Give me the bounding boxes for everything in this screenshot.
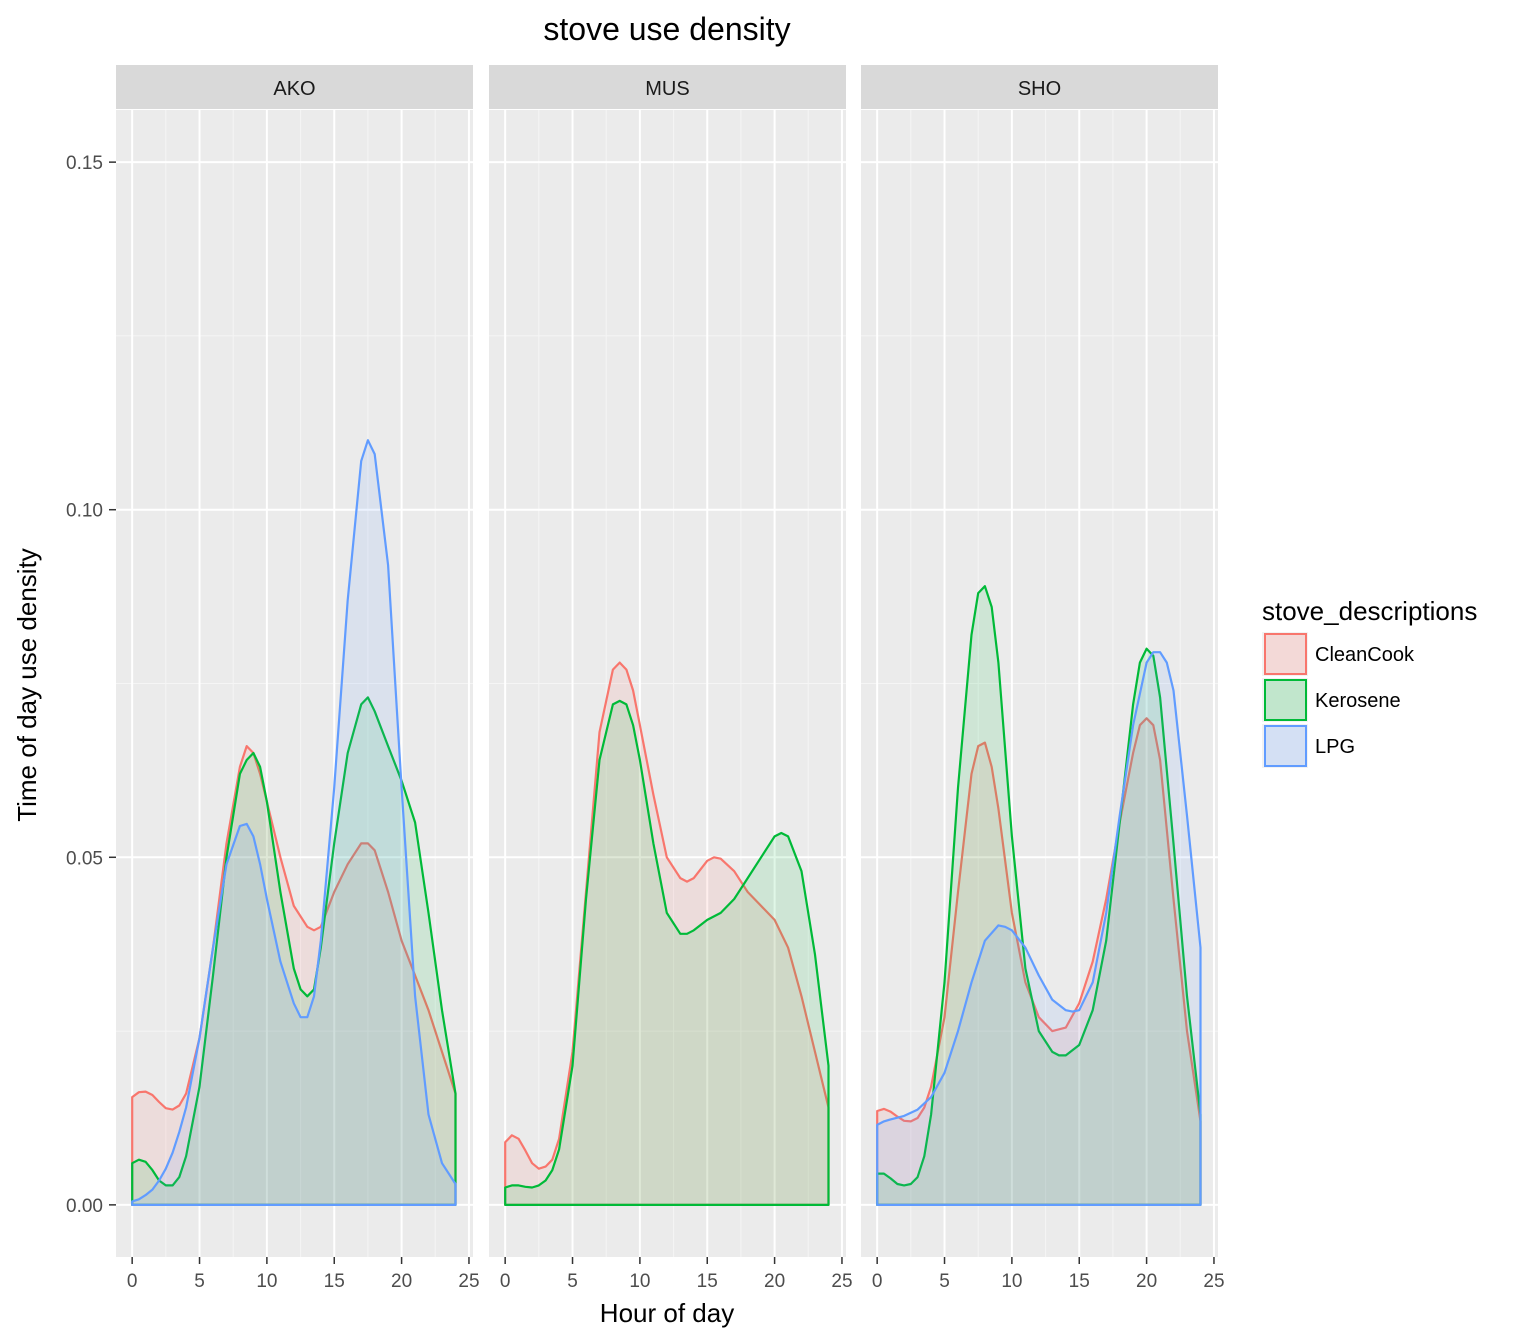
legend-key-background	[1262, 678, 1308, 722]
facet-strip	[489, 65, 846, 109]
legend-key-swatch	[1264, 679, 1307, 721]
x-tick-label: 5	[194, 1271, 205, 1292]
density-area-lpg	[131, 439, 457, 1206]
y-axis-title: Time of day use density	[12, 548, 42, 822]
x-tick-label: 0	[127, 1271, 138, 1292]
y-tick-label: 0.15	[66, 153, 103, 174]
density-area-cleancook	[504, 661, 830, 1206]
legend-label: LPG	[1315, 736, 1355, 758]
x-tick-label: 25	[458, 1271, 479, 1292]
x-tick-label: 0	[872, 1271, 883, 1292]
x-tick-label: 10	[629, 1271, 650, 1292]
facet-strip-label: MUS	[645, 78, 689, 100]
x-tick-label: 20	[764, 1271, 785, 1292]
density-area-kerosene	[504, 699, 830, 1206]
x-tick-label: 20	[1136, 1271, 1157, 1292]
legend-key-background	[1262, 632, 1308, 676]
legend-items: CleanCook Kerosene LPG	[1262, 632, 1415, 768]
facet-strip	[116, 65, 473, 109]
legend-item-cleancook: CleanCook	[1262, 632, 1415, 676]
x-tick-label: 5	[939, 1271, 950, 1292]
x-tick-label: 5	[567, 1271, 578, 1292]
legend-key-swatch	[1264, 725, 1307, 767]
y-tick-label: 0.05	[66, 848, 103, 869]
legend-label: Kerosene	[1315, 690, 1401, 712]
x-tick-label: 0	[500, 1271, 511, 1292]
legend-item-lpg: LPG	[1262, 724, 1355, 768]
facet-panel-mus: MUS 0 5 10 15 20 25	[489, 65, 853, 1292]
facet-strip	[861, 65, 1218, 109]
legend-key-swatch	[1264, 633, 1307, 675]
density-area-cleancook	[876, 717, 1202, 1206]
x-tick-label: 15	[1069, 1271, 1090, 1292]
facet-strip-label: AKO	[273, 78, 315, 100]
legend: stove_descriptions CleanCook Kerosene LPG	[1262, 596, 1477, 768]
y-tick-label: 0.10	[66, 501, 103, 522]
density-area-cleancook	[131, 745, 457, 1206]
x-tick-label: 25	[831, 1271, 852, 1292]
x-axis-title: Hour of day	[600, 1298, 734, 1328]
x-tick-label: 20	[391, 1271, 412, 1292]
facet-panels: 0.00 0.05 0.10 0.15 AKO 0 5 10 15 20 25 MUS 0 5 10 15 20…	[66, 65, 1225, 1292]
x-tick-label: 15	[324, 1271, 345, 1292]
x-tick-label: 25	[1203, 1271, 1224, 1292]
facet-panel-sho: SHO 0 5 10 15 20 25	[861, 65, 1225, 1292]
y-tick-label: 0.00	[66, 1196, 103, 1217]
x-tick-label: 15	[697, 1271, 718, 1292]
facet-panel-ako: AKO 0 5 10 15 20 25	[116, 65, 480, 1292]
density-area-kerosene	[876, 585, 1202, 1206]
legend-label: CleanCook	[1315, 644, 1415, 666]
legend-title: stove_descriptions	[1262, 596, 1477, 626]
x-tick-label: 10	[256, 1271, 277, 1292]
chart-title: stove use density	[543, 11, 790, 47]
legend-item-kerosene: Kerosene	[1262, 678, 1401, 722]
x-tick-label: 10	[1001, 1271, 1022, 1292]
density-area-lpg	[876, 651, 1202, 1206]
facet-strip-label: SHO	[1018, 78, 1061, 100]
legend-key-background	[1262, 724, 1308, 768]
